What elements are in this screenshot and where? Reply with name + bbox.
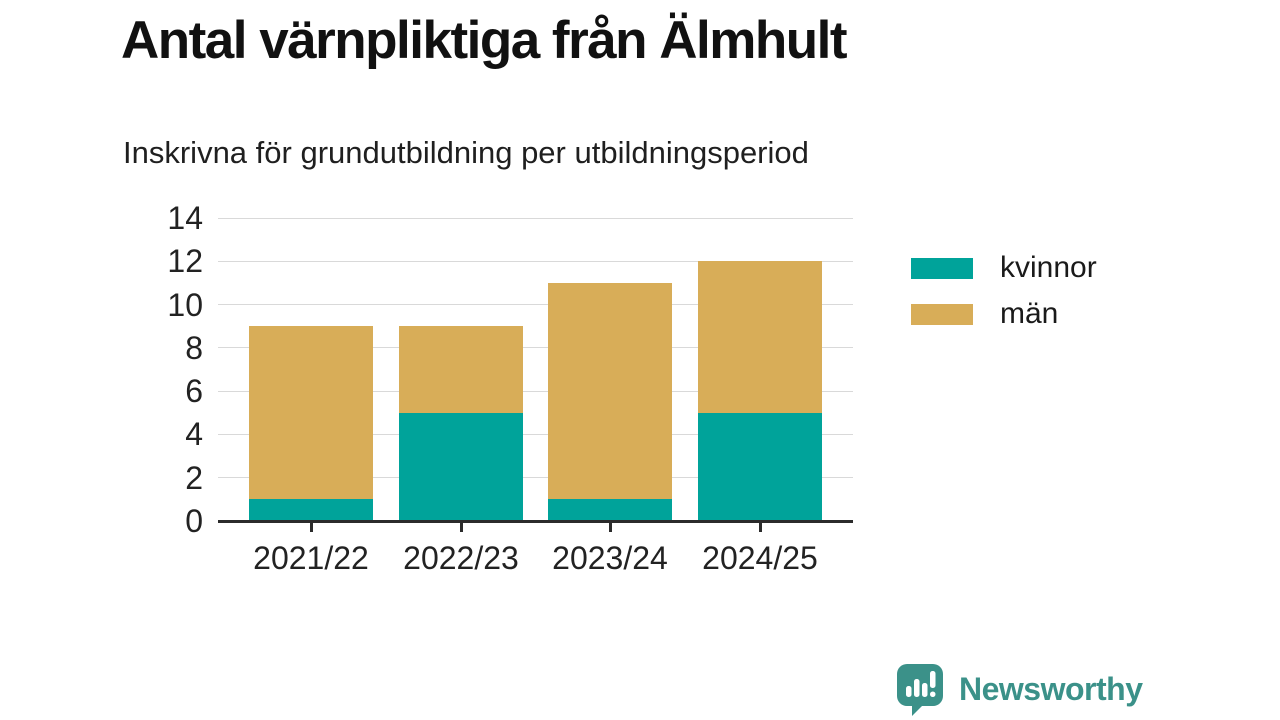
y-tick-label: 2 bbox=[185, 459, 203, 496]
y-tick-label: 10 bbox=[167, 286, 203, 323]
gridline-y-10 bbox=[218, 304, 853, 306]
newsworthy-logo-icon bbox=[897, 663, 943, 716]
bar-2021/22-kvinnor bbox=[249, 499, 373, 521]
x-axis-line bbox=[218, 519, 853, 523]
gridline-y-4 bbox=[218, 433, 853, 435]
legend-item-män: män bbox=[911, 291, 1097, 337]
bar-2022/23-kvinnor bbox=[399, 412, 523, 521]
gridline-y-8 bbox=[218, 347, 853, 349]
brand-footer: Newsworthy bbox=[896, 663, 1143, 716]
y-tick-label: 8 bbox=[185, 329, 203, 366]
bar-2021/22-män bbox=[249, 326, 373, 500]
chart-subtitle: Inskrivna för grundutbildning per utbild… bbox=[123, 135, 809, 170]
gridline-y-6 bbox=[218, 390, 853, 392]
x-tick-label: 2021/22 bbox=[253, 540, 369, 576]
bar-2024/25-kvinnor bbox=[698, 412, 822, 521]
legend-label: män bbox=[1000, 297, 1059, 330]
y-tick-label: 0 bbox=[185, 503, 203, 539]
brand-name: Newsworthy bbox=[959, 670, 1143, 707]
x-tick-2021/22 bbox=[309, 522, 313, 532]
x-tick-2024/25 bbox=[758, 522, 762, 532]
x-tick-2023/24 bbox=[608, 522, 612, 532]
chart-title: Antal värnpliktiga från Älmhult bbox=[121, 11, 848, 70]
y-tick-label: 4 bbox=[185, 416, 203, 453]
gridline-y-14 bbox=[218, 217, 853, 219]
y-tick-label: 14 bbox=[167, 200, 203, 236]
x-tick-label: 2022/23 bbox=[403, 540, 519, 576]
x-tick-2022/23 bbox=[459, 522, 463, 532]
bar-2022/23-män bbox=[399, 326, 523, 413]
gridline-y-2 bbox=[218, 477, 853, 479]
bar-2023/24-kvinnor bbox=[548, 499, 672, 521]
x-tick-label: 2024/25 bbox=[702, 540, 818, 576]
y-tick-label: 6 bbox=[185, 373, 203, 410]
gridline-y-12 bbox=[218, 260, 853, 262]
legend-swatch-kvinnor bbox=[911, 257, 973, 279]
legend-item-kvinnor: kvinnor bbox=[911, 245, 1097, 291]
legend-swatch-män bbox=[911, 303, 973, 325]
x-tick-label: 2023/24 bbox=[552, 540, 668, 576]
bar-2023/24-män bbox=[548, 282, 672, 500]
y-tick-label: 12 bbox=[167, 243, 203, 280]
bar-2024/25-män bbox=[698, 261, 822, 413]
legend: kvinnor män bbox=[911, 245, 1097, 337]
legend-label: kvinnor bbox=[1000, 251, 1097, 284]
